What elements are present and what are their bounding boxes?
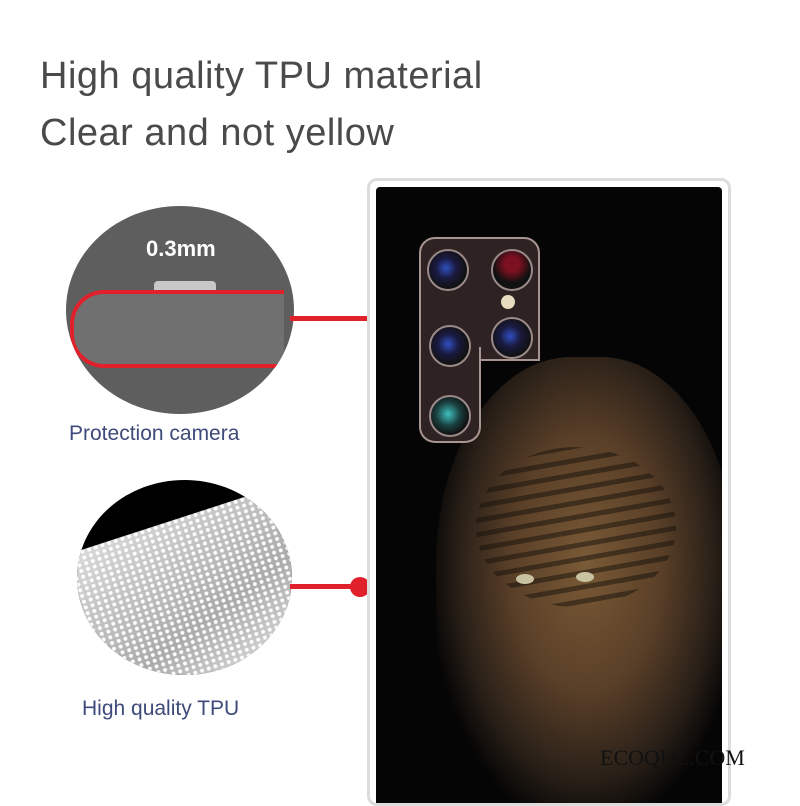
caption-high-quality-tpu: High quality TPU bbox=[82, 697, 240, 720]
watermark: ECOQUE.COM bbox=[600, 745, 745, 770]
camera-lens bbox=[491, 317, 533, 359]
tiger-print-back bbox=[376, 187, 722, 803]
phone-case-product bbox=[367, 178, 731, 806]
tpu-material-closeup bbox=[77, 480, 292, 675]
flash bbox=[501, 295, 515, 309]
tiger-eye-left bbox=[516, 574, 534, 584]
connector-line-camera bbox=[290, 316, 400, 321]
camera-lens bbox=[429, 325, 471, 367]
connector-line-tpu bbox=[290, 584, 360, 589]
connector-dot-tpu bbox=[350, 577, 370, 597]
thickness-label: 0.3mm bbox=[146, 236, 216, 261]
camera-lens bbox=[429, 395, 471, 437]
caption-protection-camera: Protection camera bbox=[69, 422, 240, 445]
tiger-stripes bbox=[476, 447, 676, 607]
sensor-lens bbox=[491, 249, 533, 291]
case-edge-profile bbox=[70, 290, 284, 368]
camera-lens bbox=[427, 249, 469, 291]
tiger-eye-right bbox=[576, 572, 594, 582]
headline-line-1: High quality TPU material bbox=[40, 55, 483, 97]
tpu-beads-image bbox=[77, 487, 292, 675]
camera-module bbox=[419, 237, 540, 443]
camera-protection-closeup: 0.3mm bbox=[66, 206, 294, 414]
headline-line-2: Clear and not yellow bbox=[40, 112, 395, 154]
